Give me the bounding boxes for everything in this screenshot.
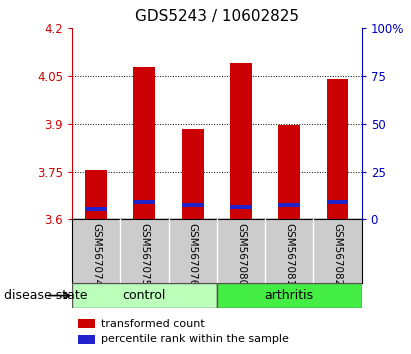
Text: transformed count: transformed count [101,319,204,329]
Bar [327,79,349,219]
Text: GSM567076: GSM567076 [188,223,198,286]
Bar [230,205,252,209]
Bar [134,67,155,219]
Text: percentile rank within the sample: percentile rank within the sample [101,335,289,344]
Bar [217,283,362,308]
Bar [278,126,300,219]
Bar [134,200,155,204]
Bar [72,283,217,308]
Text: disease state: disease state [4,289,88,302]
Title: GDS5243 / 10602825: GDS5243 / 10602825 [135,9,299,24]
Text: GSM567074: GSM567074 [91,223,101,286]
Bar [182,203,203,207]
Text: GSM567081: GSM567081 [284,223,294,286]
Text: control: control [122,289,166,302]
Bar [230,63,252,219]
Bar [182,129,203,219]
Text: arthritis: arthritis [265,289,314,302]
Text: GSM567082: GSM567082 [332,223,342,286]
Bar [85,207,107,211]
Text: GSM567075: GSM567075 [139,223,149,286]
Text: GSM567080: GSM567080 [236,223,246,286]
Bar [278,203,300,207]
Bar [85,170,107,219]
Bar [327,200,349,204]
